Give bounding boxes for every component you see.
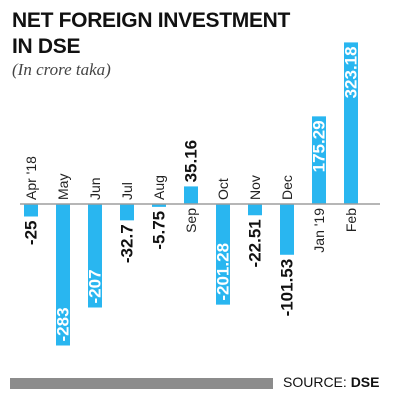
bar-5 [184, 186, 198, 204]
chart-title-line1: NET FOREIGN INVESTMENT [12, 9, 291, 32]
chart-title-line2: IN DSE [12, 35, 81, 58]
bar-7 [248, 204, 262, 216]
bar-4 [152, 204, 166, 207]
bar-3 [120, 204, 134, 221]
data-label-3: -32.7 [118, 224, 137, 263]
data-label-5: 35.16 [182, 140, 201, 183]
data-label-9: 175.29 [310, 120, 329, 172]
source-prefix: SOURCE: [283, 374, 347, 390]
category-label-10: Feb [343, 208, 359, 232]
category-label-6: Oct [215, 178, 231, 200]
category-label-8: Dec [279, 175, 295, 200]
data-label-1: -283 [54, 307, 73, 341]
category-label-3: Jul [119, 182, 135, 200]
data-label-10: 323.18 [342, 46, 361, 98]
category-label-9: Jan '19 [311, 208, 327, 253]
bar-6 [216, 204, 230, 305]
chart-title: NET FOREIGN INVESTMENT IN DSE [12, 8, 312, 60]
data-label-4: -5.75 [150, 211, 169, 250]
labels-group: Apr '18 -25 May -283 Jun -207 Jul -32.7 Aug -5.75… [22, 46, 361, 341]
data-label-7: -22.51 [246, 219, 265, 267]
bar-10 [344, 42, 358, 204]
source-credit: SOURCE: DSE [283, 374, 379, 390]
category-label-2: Jun [87, 177, 103, 200]
data-label-6: -201.28 [214, 243, 233, 301]
data-label-2: -207 [86, 269, 105, 303]
category-label-7: Nov [247, 175, 263, 200]
footer-rule [10, 378, 273, 389]
bar-8 [280, 204, 294, 255]
bar-2 [88, 204, 102, 308]
category-label-5: Sep [183, 208, 199, 233]
bars-group [24, 42, 358, 346]
data-label-0: -25 [22, 221, 41, 246]
data-label-8: -101.53 [278, 259, 297, 317]
bar-0 [24, 204, 38, 217]
chart-subtitle: (In crore taka) [12, 60, 111, 79]
bar-9 [312, 116, 326, 204]
category-label-1: May [55, 174, 71, 200]
category-label-0: Apr '18 [23, 156, 39, 200]
bar-1 [56, 204, 70, 346]
category-label-4: Aug [151, 175, 167, 200]
source-name: DSE [350, 374, 380, 390]
